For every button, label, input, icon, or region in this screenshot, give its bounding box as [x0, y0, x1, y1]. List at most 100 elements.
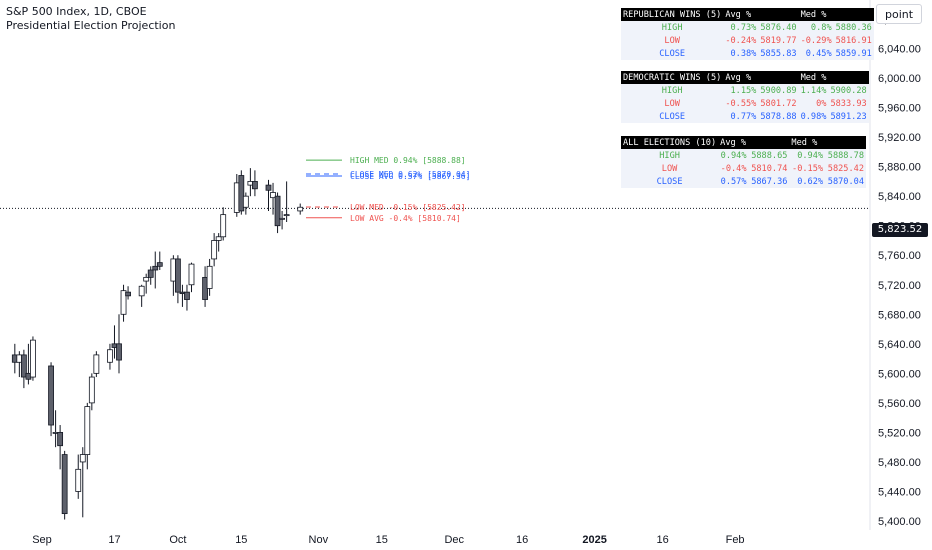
price-tick-label: 6,000.00	[878, 73, 921, 85]
row-label: LOW	[621, 34, 724, 47]
candle-body	[152, 265, 159, 271]
row-label: LOW	[621, 162, 719, 175]
time-tick-label: 16	[516, 534, 528, 546]
all-elections-table: ALL ELECTIONS (10) Avg % Med % HIGH 0.94…	[621, 136, 866, 188]
avg-val: 5888.65	[748, 149, 790, 162]
candle-body	[188, 263, 195, 286]
med-val: 5833.93	[828, 97, 869, 110]
avg-header: Avg %	[723, 8, 799, 21]
price-tick-label: 5,520.00	[878, 427, 921, 439]
candle-body	[156, 262, 163, 267]
price-tick-label: 6,040.00	[878, 44, 921, 56]
symbol-title: S&P 500 Index, 1D, CBOE	[6, 5, 147, 18]
row-label: HIGH	[621, 84, 724, 97]
candle-body	[283, 214, 290, 217]
projection-label: CLOSE MED 0.62% [5870.04]	[350, 170, 470, 179]
time-tick-label: 2025	[582, 534, 606, 546]
candle-body	[238, 175, 245, 212]
candle-body	[57, 432, 64, 447]
price-tick-label: 5,720.00	[878, 280, 921, 292]
med-pct: -0.29%	[798, 34, 834, 47]
candle-body	[242, 195, 249, 208]
price-tick-label: 5,680.00	[878, 309, 921, 321]
candle-body	[279, 217, 285, 220]
candle-body	[30, 339, 36, 378]
candle-body	[220, 214, 227, 238]
time-tick-label: Nov	[309, 534, 329, 546]
med-val: 5891.23	[828, 110, 869, 123]
avg-val: 5867.36	[748, 175, 790, 188]
price-tick-label: 5,840.00	[878, 191, 921, 203]
avg-val: 5900.89	[758, 84, 799, 97]
table-title: DEMOCRATIC WINS (5)	[621, 71, 724, 84]
candle-body	[270, 192, 276, 199]
time-tick-label: 15	[376, 534, 388, 546]
candle-body	[75, 468, 82, 492]
row-label: LOW	[621, 97, 724, 110]
med-val: 5900.28	[828, 84, 869, 97]
time-tick-label: Sep	[32, 534, 52, 546]
med-val: 5825.42	[825, 162, 866, 175]
candle-body	[20, 354, 27, 378]
candle-body	[147, 269, 154, 278]
row-label: HIGH	[621, 21, 724, 34]
table-title: ALL ELECTIONS (10)	[621, 136, 719, 149]
candle-body	[143, 276, 150, 282]
avg-header: Avg %	[718, 136, 790, 149]
row-label: HIGH	[621, 149, 719, 162]
price-tick-label: 5,560.00	[878, 398, 921, 410]
med-pct: 0.8%	[798, 21, 834, 34]
avg-val: 5801.72	[758, 97, 799, 110]
price-tick-label: 5,920.00	[878, 132, 921, 144]
candle-body	[211, 240, 218, 260]
projection-label: CLOSE AVG 0.57% [5867.36]	[350, 172, 470, 181]
avg-pct: 0.77%	[723, 110, 759, 123]
avg-pct: 0.38%	[723, 47, 759, 60]
projection-label: LOW AVG -0.4% [5810.74]	[350, 214, 461, 223]
candle-body	[120, 290, 127, 315]
med-header: Med %	[798, 8, 874, 21]
time-tick-label: 15	[235, 534, 247, 546]
avg-pct: 0.73%	[723, 21, 759, 34]
avg-pct: -0.4%	[718, 162, 749, 175]
time-tick-label: 16	[656, 534, 668, 546]
candle-body	[116, 343, 122, 361]
price-tick-label: 5,400.00	[878, 516, 921, 528]
row-label: CLOSE	[621, 47, 724, 60]
point-dropdown[interactable]: point	[876, 4, 922, 24]
med-val: 5816.91	[833, 34, 874, 47]
time-tick-label: Feb	[726, 534, 745, 546]
med-pct: 0.62%	[789, 175, 826, 188]
avg-pct: -0.24%	[723, 34, 759, 47]
avg-val: 5876.40	[758, 21, 799, 34]
price-tick-label: 5,480.00	[878, 457, 921, 469]
med-val: 5888.78	[825, 149, 866, 162]
price-tick-label: 5,760.00	[878, 250, 921, 262]
candle-body	[265, 184, 272, 191]
candle-body	[252, 181, 258, 190]
candle-body	[125, 291, 131, 297]
med-val: 5880.36	[833, 21, 874, 34]
med-pct: 0%	[798, 97, 829, 110]
last-price-tag: 5,823.52	[872, 223, 928, 237]
candle-body	[184, 291, 190, 300]
med-pct: 0.45%	[798, 47, 834, 60]
avg-val: 5855.83	[758, 47, 799, 60]
row-label: CLOSE	[621, 110, 724, 123]
avg-pct: 0.57%	[718, 175, 749, 188]
projection-label: HIGH MED 0.94% [5888.88]	[350, 156, 466, 165]
avg-val: 5819.77	[758, 34, 799, 47]
candle-body	[84, 406, 91, 455]
avg-pct: 0.94%	[718, 149, 749, 162]
candle-body	[48, 365, 54, 426]
candle-body	[206, 265, 213, 289]
med-pct: 0.94%	[789, 149, 826, 162]
avg-pct: -0.55%	[723, 97, 759, 110]
time-tick-label: 17	[108, 534, 120, 546]
med-pct: -0.15%	[789, 162, 826, 175]
avg-val: 5878.88	[758, 110, 799, 123]
price-tick-label: 5,440.00	[878, 486, 921, 498]
avg-val: 5810.74	[748, 162, 790, 175]
candle-body	[138, 285, 145, 297]
